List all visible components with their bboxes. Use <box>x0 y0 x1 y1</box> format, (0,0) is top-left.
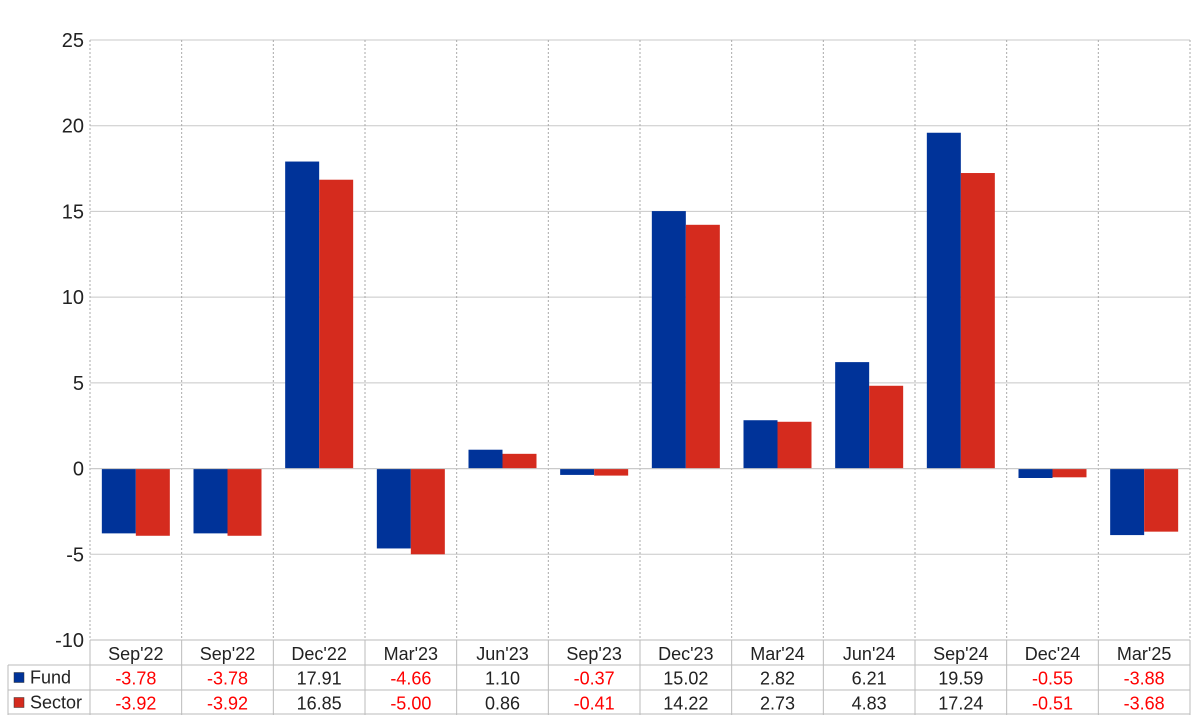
x-category-label: Dec'24 <box>1025 644 1080 664</box>
data-label-sector: -0.41 <box>574 694 615 714</box>
data-label-fund: -3.78 <box>115 669 156 689</box>
bar-sector <box>502 453 537 469</box>
bar-sector <box>869 385 904 469</box>
bar-fund <box>193 468 228 534</box>
bar-sector <box>685 224 720 469</box>
data-label-sector: -3.92 <box>207 694 248 714</box>
bar-sector <box>1144 468 1179 532</box>
bar-fund <box>468 449 503 469</box>
y-tick-label: 25 <box>62 30 84 52</box>
x-category-label: Jun'24 <box>843 644 895 664</box>
data-label-fund: 1.10 <box>485 669 520 689</box>
bar-fund <box>376 468 411 549</box>
data-label-fund: 6.21 <box>852 669 887 689</box>
legend-swatch-sector <box>13 697 25 708</box>
legend-label-fund: Fund <box>30 668 71 688</box>
bar-fund <box>285 161 320 469</box>
bar-fund <box>560 468 595 475</box>
legend-swatch-fund <box>13 672 25 683</box>
data-label-sector: 4.83 <box>852 694 887 714</box>
x-category-label: Mar'25 <box>1117 644 1171 664</box>
bar-fund <box>743 420 778 469</box>
bar-fund <box>1110 468 1145 536</box>
bar-sector <box>227 468 262 536</box>
y-tick-label: 5 <box>73 373 84 395</box>
y-tick-label: 10 <box>62 287 84 309</box>
data-label-sector: 0.86 <box>485 694 520 714</box>
data-label-sector: 16.85 <box>297 694 342 714</box>
x-category-label: Dec'22 <box>291 644 346 664</box>
x-category-label: Mar'24 <box>750 644 804 664</box>
data-label-fund: -4.66 <box>390 669 431 689</box>
data-label-fund: 17.91 <box>297 669 342 689</box>
bar-sector <box>319 179 354 469</box>
data-label-sector: 14.22 <box>663 694 708 714</box>
data-label-fund: 19.59 <box>938 669 983 689</box>
bar-fund <box>835 362 870 469</box>
bar-sector <box>594 468 629 476</box>
bar-sector <box>1052 468 1087 478</box>
x-category-label: Sep'22 <box>108 644 164 664</box>
y-tick-label: 20 <box>62 116 84 138</box>
x-category-label: Sep'23 <box>566 644 622 664</box>
x-category-label: Jun'23 <box>476 644 528 664</box>
x-category-label: Sep'24 <box>933 644 989 664</box>
bar-sector <box>135 468 170 536</box>
data-label-fund: -0.37 <box>574 669 615 689</box>
bar-sector <box>960 173 995 469</box>
bar-sector <box>410 468 445 555</box>
x-category-label: Mar'23 <box>384 644 438 664</box>
data-label-sector: -5.00 <box>390 694 431 714</box>
data-label-sector: 2.73 <box>760 694 795 714</box>
y-tick-label: 0 <box>73 459 84 481</box>
bar-fund <box>651 211 686 469</box>
data-label-fund: -0.55 <box>1032 669 1073 689</box>
data-label-sector: 17.24 <box>938 694 983 714</box>
x-category-label: Dec'23 <box>658 644 713 664</box>
data-label-fund: -3.88 <box>1124 669 1165 689</box>
data-label-fund: -3.78 <box>207 669 248 689</box>
bar-fund <box>1018 468 1053 478</box>
legend-label-sector: Sector <box>30 693 82 713</box>
bar-sector <box>777 421 812 469</box>
y-tick-label: 15 <box>62 201 84 223</box>
data-label-sector: -0.51 <box>1032 694 1073 714</box>
data-label-fund: 15.02 <box>663 669 708 689</box>
x-category-label: Sep'22 <box>200 644 256 664</box>
bar-fund <box>101 468 136 534</box>
y-tick-label: -10 <box>55 630 84 652</box>
data-label-fund: 2.82 <box>760 669 795 689</box>
y-tick-label: -5 <box>66 544 84 566</box>
data-label-sector: -3.68 <box>1124 694 1165 714</box>
data-label-sector: -3.92 <box>115 694 156 714</box>
bar-fund <box>926 132 961 469</box>
